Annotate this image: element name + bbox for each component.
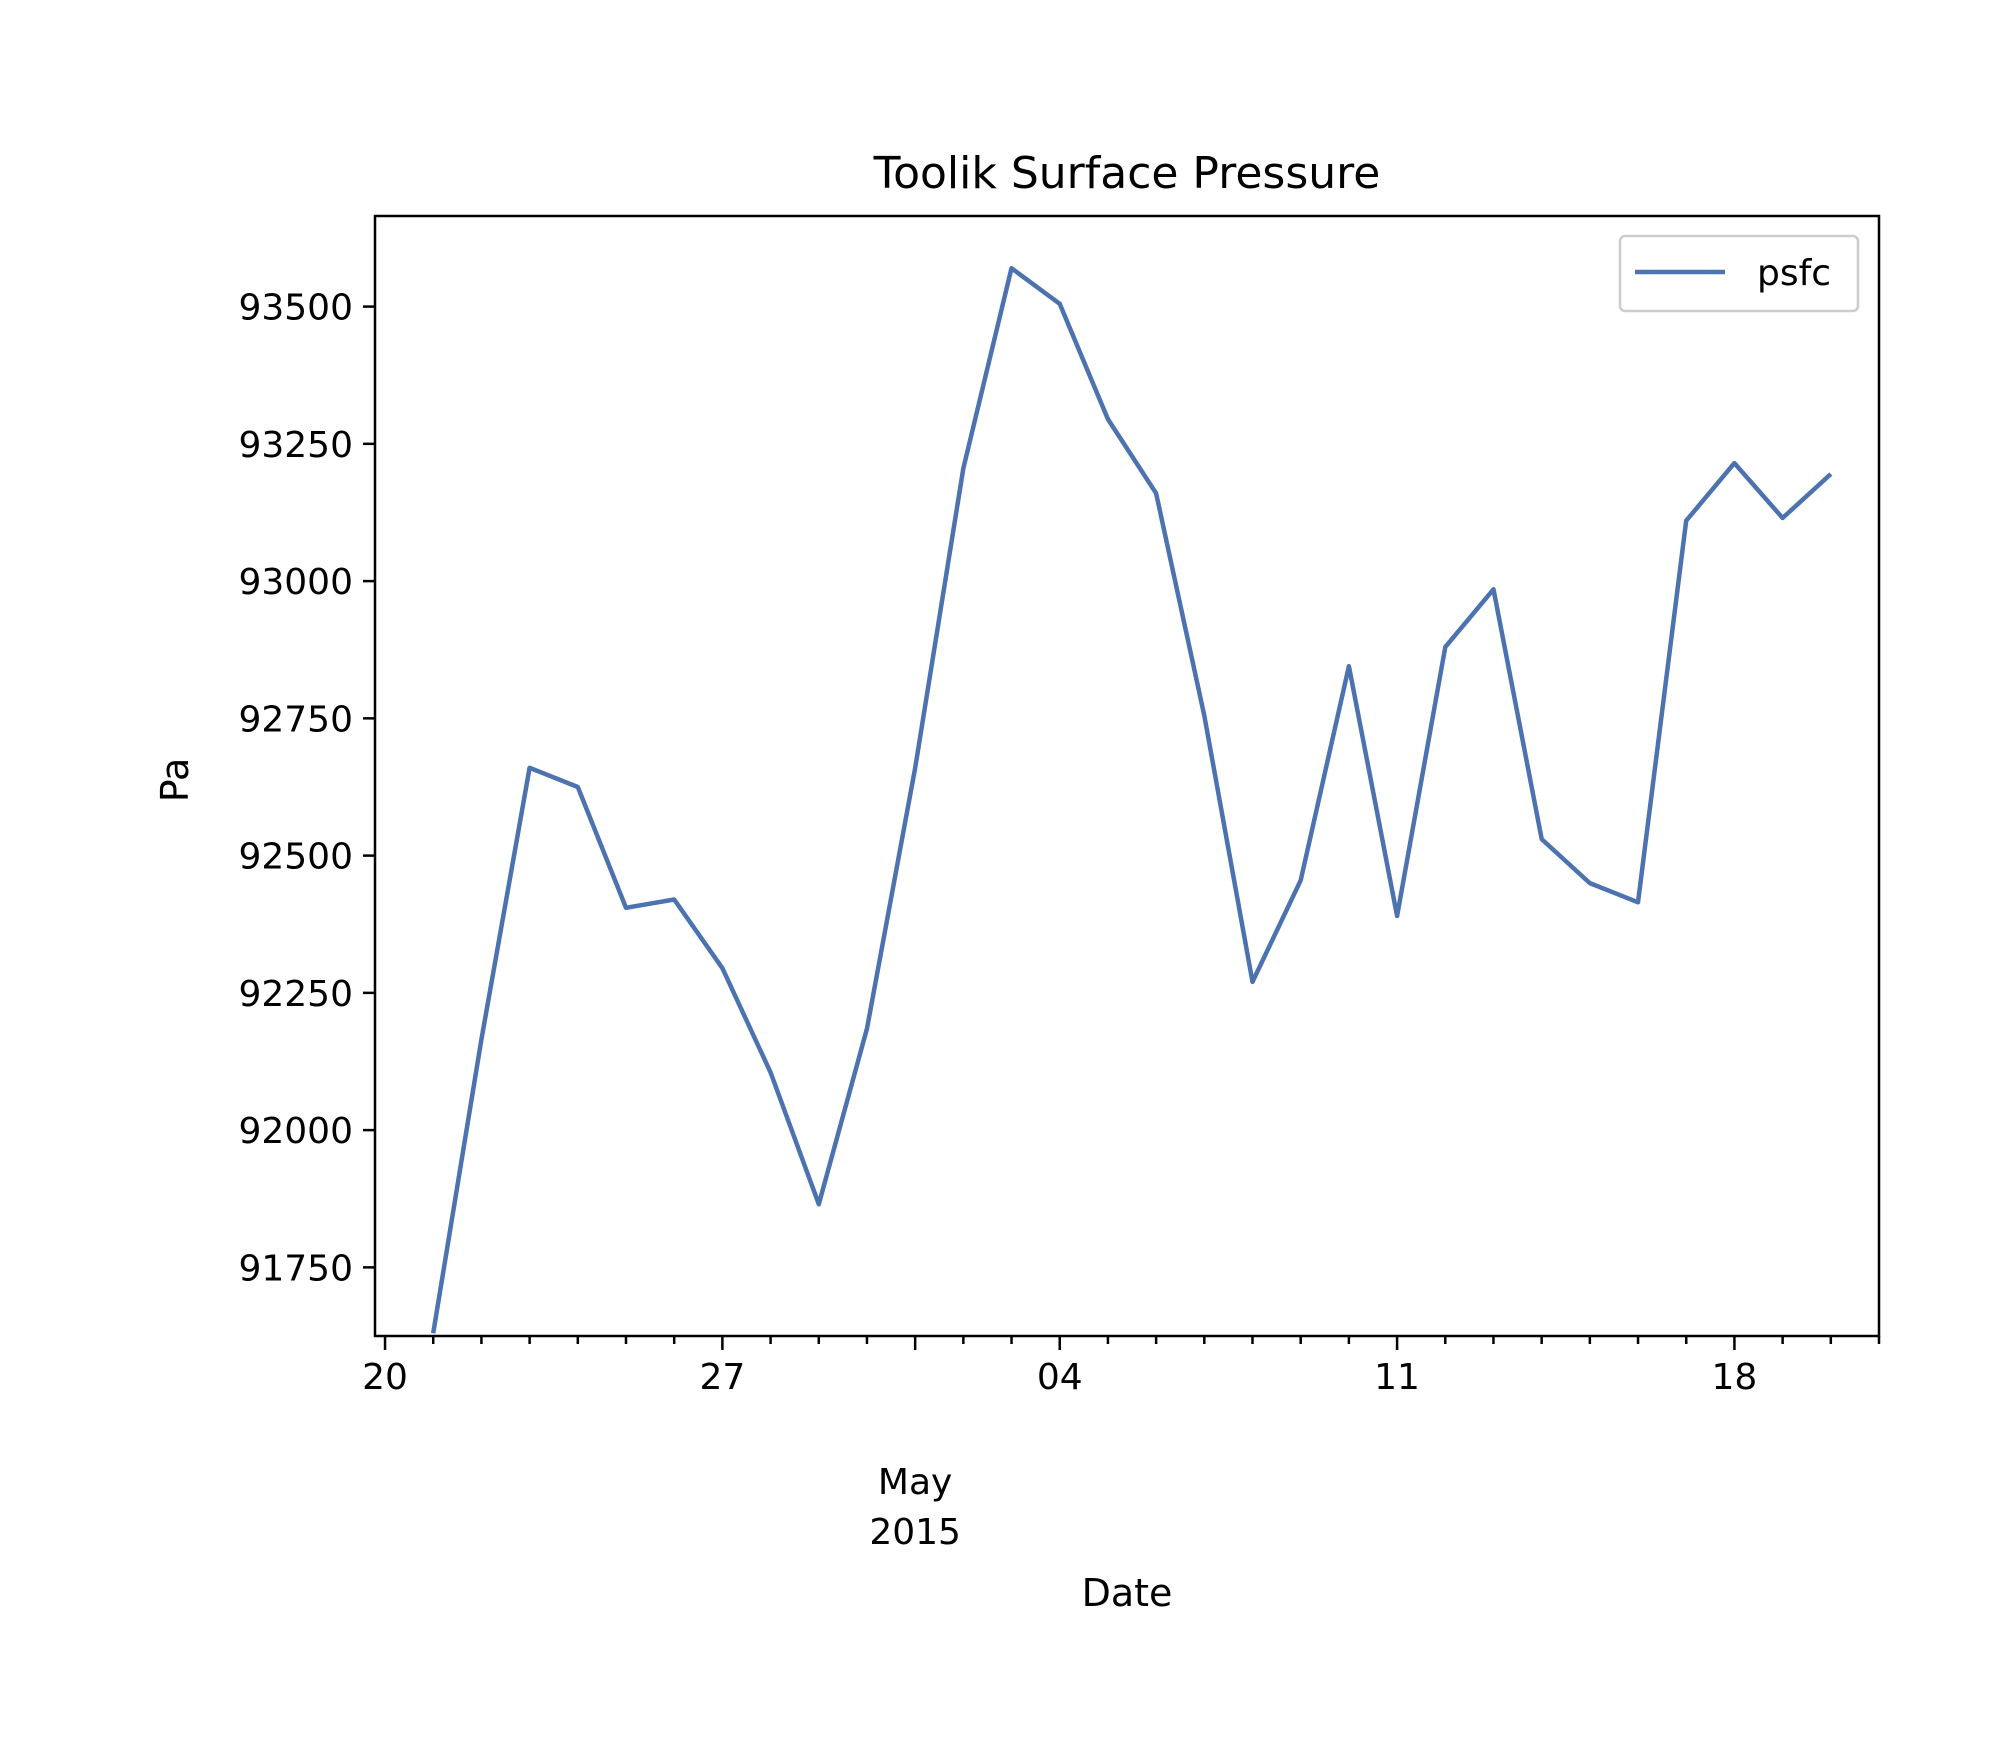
- y-tick-label: 93250: [238, 425, 353, 466]
- legend-box: [1618, 234, 1860, 313]
- plot-frame: [373, 214, 1881, 1338]
- legend: psfc: [1618, 234, 1860, 313]
- y-tick-label: 93500: [238, 288, 353, 329]
- x-tick-label: 18: [1712, 1357, 1758, 1398]
- x-secondary-label: May: [878, 1462, 952, 1503]
- y-tick-label: 92000: [238, 1111, 353, 1152]
- y-tick-label: 92250: [238, 974, 353, 1015]
- x-axis: 20 27 04 11 18 May 2015: [362, 1336, 1881, 1553]
- x-tick-label: 27: [699, 1357, 745, 1398]
- series-line-psfc: [430, 265, 1833, 1334]
- x-tick-label: 11: [1374, 1357, 1420, 1398]
- x-tick-label: 20: [362, 1357, 408, 1398]
- y-tick-label: 92500: [238, 837, 353, 878]
- x-tick-label: 04: [1037, 1357, 1083, 1398]
- y-tick-label: 91750: [238, 1248, 353, 1289]
- x-axis-label: Date: [1082, 1571, 1173, 1615]
- chart-title: Toolik Surface Pressure: [873, 148, 1381, 199]
- legend-label-psfc: psfc: [1757, 253, 1831, 294]
- y-tick-label: 92750: [238, 699, 353, 740]
- y-axis-label: Pa: [153, 758, 197, 803]
- y-axis: 91750 92000 92250 92500 92750 93000 93250 93500: [238, 288, 375, 1289]
- x-secondary-label: 2015: [869, 1512, 961, 1553]
- y-tick-label: 93000: [238, 562, 353, 603]
